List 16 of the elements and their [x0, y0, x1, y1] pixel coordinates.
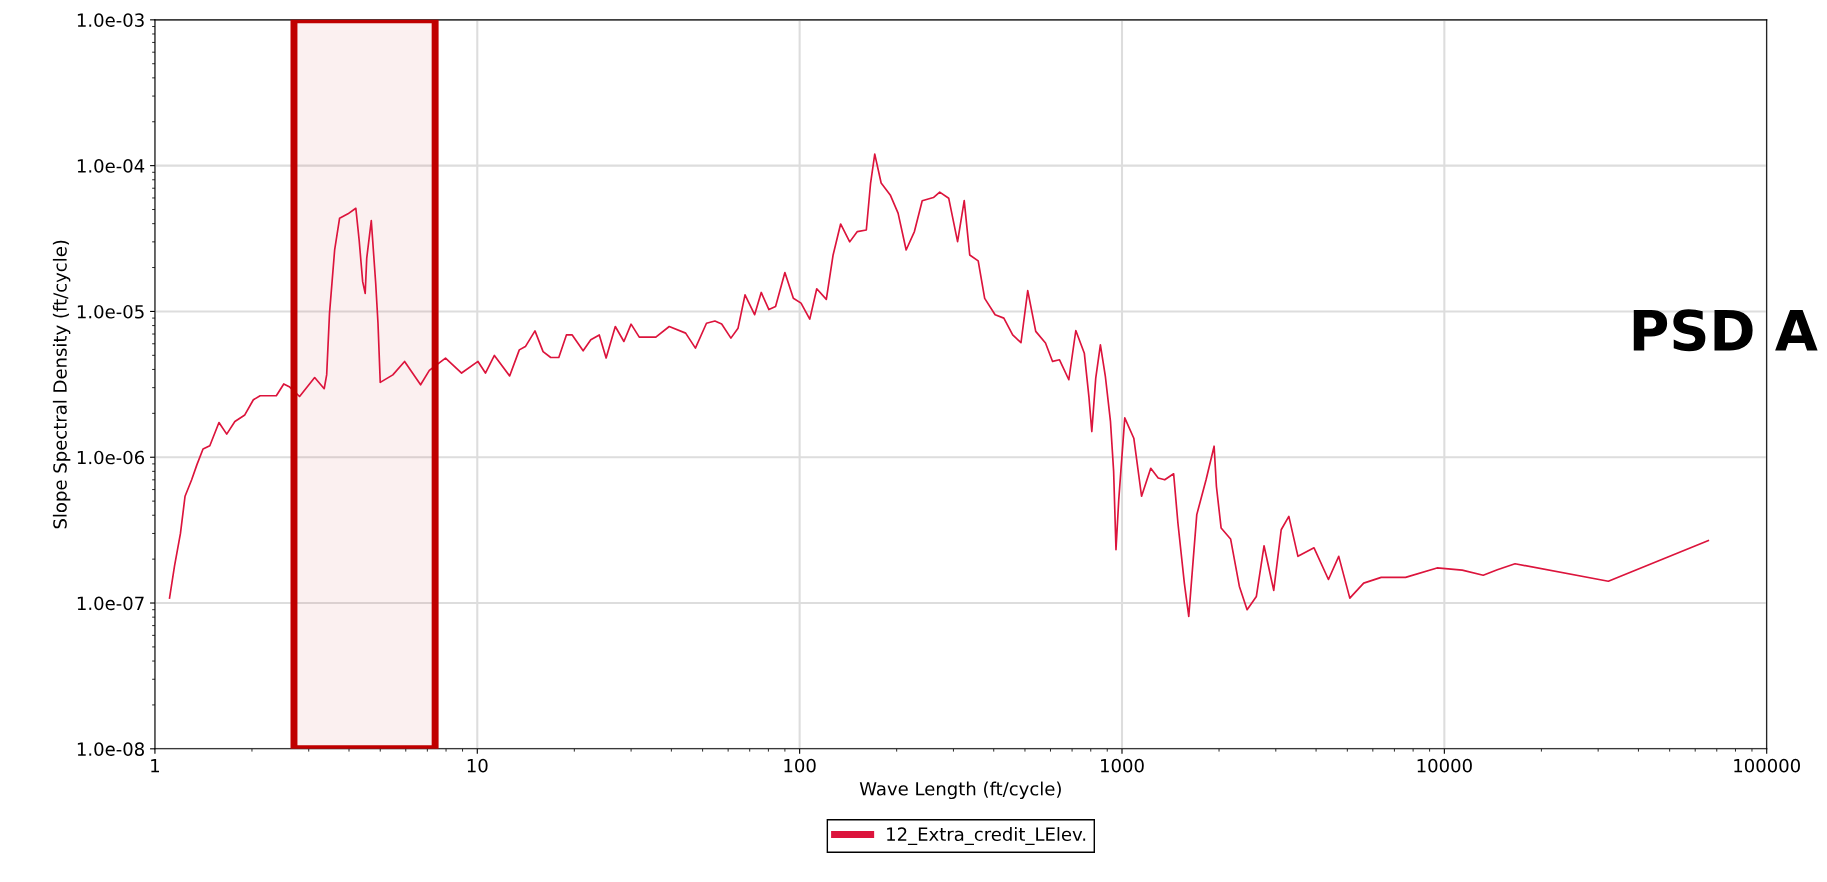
y-tick-label: 1.0e-08 — [77, 742, 144, 756]
y-tick-label: 1.0e-04 — [77, 159, 145, 173]
x-tick-label: 100000 — [1734, 758, 1800, 773]
y-tick-label: 1.0e-07 — [77, 596, 144, 611]
x-tick-label: 1 — [151, 759, 160, 773]
y-tick-label: 1.0e-06 — [77, 450, 145, 465]
annotation: PSD A — [1633, 309, 1818, 352]
legend-label: 12_Extra_credit_LElev. — [887, 827, 1086, 846]
x-tick-label: 100 — [784, 758, 816, 773]
x-axis-title: Wave Length (ft/cycle) — [859, 781, 1061, 800]
y-tick-label: 1.0e-05 — [77, 304, 144, 319]
x-tick-label: 1000 — [1101, 758, 1144, 773]
x-tick-label: 10000 — [1417, 758, 1472, 773]
y-tick-label: 1.0e-03 — [77, 13, 144, 27]
y-axis-title: Slope Spectral Density (ft/cycle) — [52, 240, 71, 529]
x-tick-label: 10 — [467, 758, 488, 773]
